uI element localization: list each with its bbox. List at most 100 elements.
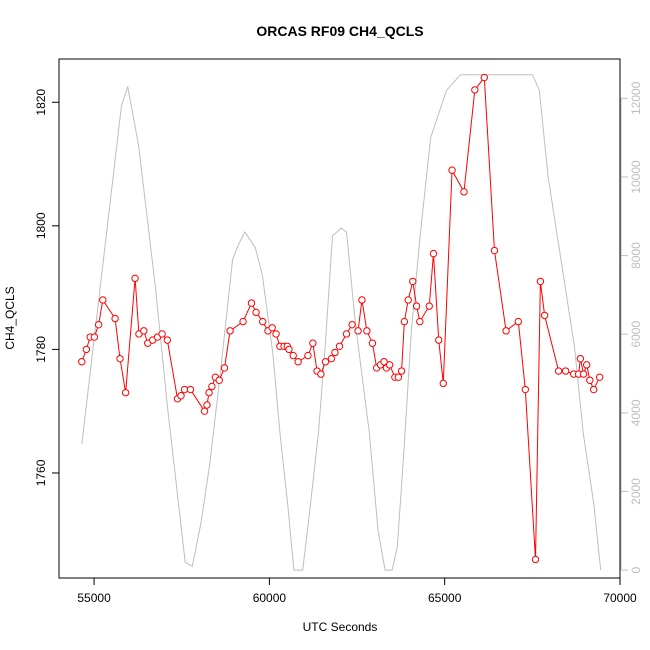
y2-tick-label: 4000: [629, 399, 643, 426]
ch4-point: [121, 388, 130, 397]
y-axis-label: CH4_QCLS: [3, 286, 17, 349]
ch4-point: [226, 327, 234, 335]
ch4-point: [285, 345, 293, 354]
ch4-point: [180, 385, 189, 394]
ch4-point: [595, 373, 604, 381]
ch4-point: [354, 327, 362, 335]
ch4-point: [317, 370, 325, 378]
ch4-point: [412, 302, 421, 310]
ch4-point: [394, 373, 403, 381]
y-tick-label: 1760: [34, 459, 48, 486]
ch4-point: [380, 358, 388, 366]
y2-tick-label: 2000: [629, 478, 643, 505]
ch4-point: [304, 351, 312, 360]
x-tick-label: 70000: [603, 591, 637, 605]
ch4-point: [460, 188, 468, 196]
ch4-line-segment: [357, 76, 601, 560]
x-tick-label: 65000: [428, 591, 462, 605]
ch4-point: [435, 336, 443, 344]
ch4-point: [521, 385, 530, 394]
ch4-point: [131, 274, 139, 283]
ch4-point: [163, 336, 172, 344]
ch4-point: [586, 376, 594, 384]
ch4-point: [327, 354, 336, 363]
y-tick-label: 1780: [34, 336, 48, 363]
y2-tick-label: 0: [629, 566, 643, 573]
ch4-point: [531, 555, 540, 564]
y-axis-left: 1760 1780 1800 1820: [34, 89, 59, 486]
ch4-point: [99, 296, 107, 304]
ch4-point: [208, 382, 216, 391]
ch4-point: [203, 401, 211, 409]
ch4-point: [439, 379, 447, 388]
ch4-point: [490, 246, 499, 255]
x-tick-label: 55000: [77, 591, 111, 605]
ch4-point: [268, 324, 276, 332]
ch4-point: [239, 317, 247, 326]
ch4-point: [111, 314, 119, 323]
ch4-point: [480, 73, 489, 82]
ch4-point: [205, 388, 213, 397]
ch4-point: [590, 385, 598, 394]
y-tick-label: 1820: [34, 89, 48, 116]
ch4-point: [404, 296, 412, 304]
ch4-point: [215, 376, 223, 384]
ch4-point: [363, 327, 371, 335]
y2-tick-label: 8000: [629, 242, 643, 269]
ch4-point: [540, 311, 549, 320]
chart-title: ORCAS RF09 CH4_QCLS: [256, 23, 423, 39]
ch4-point: [335, 342, 344, 351]
ch4-point: [409, 277, 417, 286]
ch4-point: [140, 327, 148, 335]
ch4-point: [90, 333, 99, 341]
ch4-point: [429, 249, 438, 258]
ch4-point: [425, 302, 433, 310]
ch4-point: [368, 339, 377, 347]
ch4-point: [416, 317, 424, 326]
ch4-point: [471, 86, 479, 94]
ch4-point: [536, 277, 545, 286]
ch4-series: [78, 73, 604, 564]
x-axis-label: UTC Seconds: [303, 620, 378, 634]
ch4-point: [554, 367, 563, 375]
ch4-point: [220, 364, 229, 372]
ch4-point: [514, 317, 523, 326]
x-axis: 55000 60000 65000 70000: [77, 578, 637, 605]
ch4-point: [200, 407, 209, 415]
ch4-point: [331, 348, 339, 357]
ch4-point: [561, 367, 570, 375]
ch4-point: [502, 327, 510, 335]
ch4-point: [321, 358, 330, 366]
ch4-point: [294, 358, 302, 366]
ch4-point: [82, 345, 91, 354]
y2-tick-label: 12000: [629, 81, 643, 115]
y-axis-right: 0 2000 4000 6000 8000 10000 12000: [620, 81, 643, 573]
ch4-point: [116, 354, 124, 363]
altitude-series: [81, 74, 602, 571]
ch4-point: [397, 367, 406, 375]
y2-tick-label: 6000: [629, 321, 643, 348]
ch4-point: [448, 166, 456, 174]
ch4-point: [358, 296, 366, 304]
ch4-point: [342, 330, 351, 338]
ch4-line-segment: [211, 301, 273, 387]
ch4-point: [252, 308, 260, 317]
altitude-line: [81, 74, 602, 571]
ch4-point: [158, 330, 166, 338]
ch4-point: [247, 299, 256, 307]
x-tick-label: 60000: [253, 591, 287, 605]
ch4-point: [289, 351, 297, 360]
ch4-point: [582, 361, 591, 369]
ch4-point: [177, 392, 185, 400]
ch4-point: [78, 358, 86, 366]
ch4-point: [579, 370, 588, 378]
ch4-point: [400, 317, 409, 326]
ch4-point: [385, 361, 394, 369]
plot-area-frame: [58, 58, 621, 579]
y2-tick-label: 10000: [629, 160, 643, 194]
ch4-point: [272, 330, 280, 338]
ch4-point: [94, 320, 103, 329]
ch4-point: [259, 317, 267, 326]
ch4-point: [576, 354, 585, 363]
